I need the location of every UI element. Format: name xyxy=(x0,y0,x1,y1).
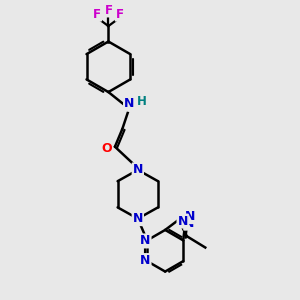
Text: N: N xyxy=(133,212,143,225)
Text: N: N xyxy=(184,217,195,230)
Text: N: N xyxy=(185,210,195,223)
Text: N: N xyxy=(124,98,134,110)
Text: F: F xyxy=(116,8,124,21)
Text: N: N xyxy=(140,235,151,248)
Text: N: N xyxy=(133,164,143,176)
Text: H: H xyxy=(137,95,147,108)
Text: O: O xyxy=(102,142,112,155)
Text: F: F xyxy=(93,8,101,21)
Text: N: N xyxy=(178,214,188,228)
Text: F: F xyxy=(104,4,112,16)
Text: N: N xyxy=(140,254,151,267)
